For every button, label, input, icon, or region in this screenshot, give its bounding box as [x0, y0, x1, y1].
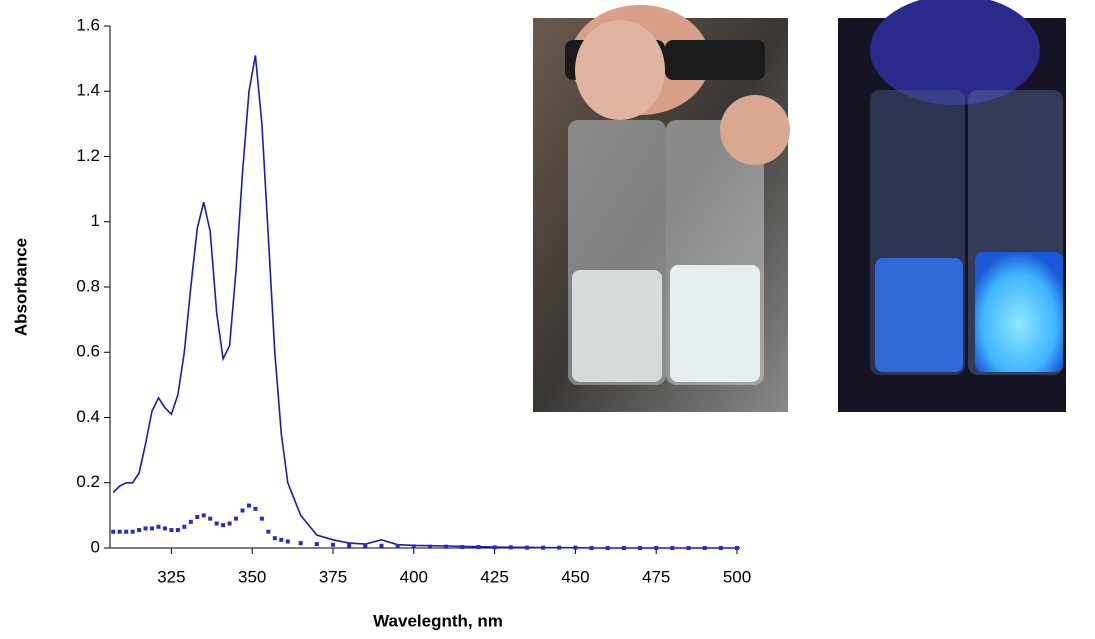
data-point [182, 524, 187, 529]
data-point [188, 519, 193, 524]
x-tick-label: 325 [157, 567, 185, 586]
data-point [285, 539, 290, 544]
y-tick-label: 0 [91, 537, 100, 556]
data-point [314, 542, 319, 547]
data-point [143, 526, 148, 531]
data-point [638, 546, 643, 550]
data-point [279, 537, 284, 542]
series-line [112, 55, 737, 549]
x-tick-label: 500 [723, 567, 751, 586]
data-point [331, 542, 336, 547]
y-tick-label: 1.6 [76, 15, 100, 34]
data-point [162, 526, 167, 531]
x-tick-label: 400 [400, 567, 428, 586]
data-point [395, 544, 400, 549]
data-point [137, 528, 142, 533]
data-point [735, 546, 739, 550]
data-point [718, 546, 723, 550]
y-tick-label: 0.4 [76, 407, 100, 426]
data-point [573, 545, 578, 550]
data-point [492, 545, 497, 550]
data-point [508, 545, 513, 550]
data-point [150, 526, 155, 531]
data-point [266, 529, 271, 534]
data-point [686, 546, 691, 550]
data-point [259, 516, 264, 521]
data-point [124, 529, 129, 534]
y-tick-label: 0.8 [76, 276, 100, 295]
data-point [557, 545, 562, 550]
data-point [524, 545, 529, 550]
x-tick-label: 375 [319, 567, 347, 586]
data-point [589, 546, 594, 550]
photo-vials-light [533, 5, 790, 412]
data-point [130, 529, 135, 534]
data-point [169, 528, 174, 533]
data-point [246, 503, 251, 508]
data-point [379, 543, 384, 548]
data-point [460, 545, 465, 550]
data-point [411, 544, 416, 549]
x-tick-label: 450 [561, 567, 589, 586]
x-tick-label: 475 [642, 567, 670, 586]
x-axis-label: Wavelegnth, nm [373, 611, 503, 630]
data-point [156, 524, 161, 529]
data-point [201, 513, 206, 518]
data-point [621, 546, 626, 550]
data-point [427, 544, 432, 549]
data-point [234, 516, 239, 521]
data-point [702, 546, 707, 550]
data-point [227, 521, 232, 526]
data-point [670, 546, 675, 550]
x-tick-label: 350 [238, 567, 266, 586]
data-point [444, 544, 449, 549]
data-point [195, 515, 200, 520]
y-tick-label: 1.4 [76, 81, 100, 100]
data-point [298, 541, 303, 546]
y-tick-label: 0.6 [76, 342, 100, 361]
data-point [240, 508, 245, 513]
data-point [111, 529, 116, 534]
data-point [476, 545, 481, 550]
x-tick-label: 425 [480, 567, 508, 586]
data-point [605, 546, 610, 550]
data-point [347, 543, 352, 548]
data-point [175, 528, 180, 533]
y-axis-label: Absorbance [11, 238, 30, 336]
photo-vials-uv [838, 0, 1066, 412]
data-point [221, 523, 226, 528]
y-tick-label: 0.2 [76, 472, 100, 491]
data-point [541, 545, 546, 550]
data-point [208, 516, 213, 521]
y-tick-label: 1.2 [76, 146, 100, 165]
data-point [214, 521, 219, 526]
data-point [654, 546, 659, 550]
data-point [117, 529, 122, 534]
data-point [363, 543, 368, 548]
data-point [253, 506, 258, 511]
data-point [272, 536, 277, 541]
y-tick-label: 1 [91, 211, 100, 230]
